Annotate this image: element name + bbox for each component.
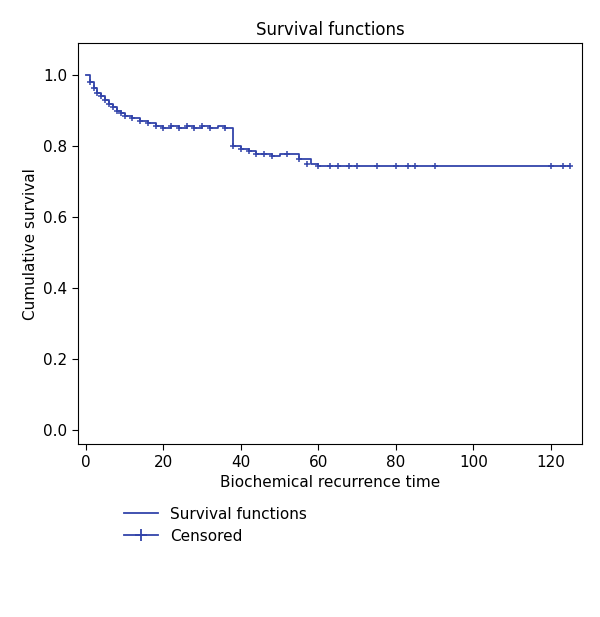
Title: Survival functions: Survival functions — [256, 21, 404, 39]
Legend: Survival functions, Censored: Survival functions, Censored — [118, 500, 313, 550]
Y-axis label: Cumulative survival: Cumulative survival — [23, 168, 38, 320]
X-axis label: Biochemical recurrence time: Biochemical recurrence time — [220, 475, 440, 491]
